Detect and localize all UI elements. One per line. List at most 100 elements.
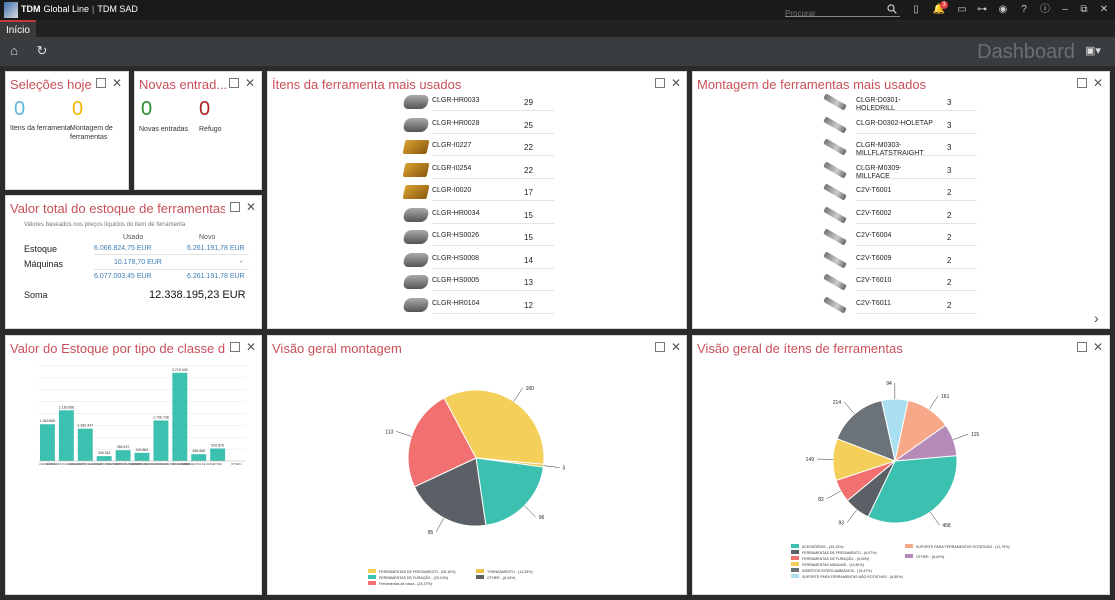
list-item-name[interactable]: C2V-T6011 — [856, 299, 891, 307]
pie-slice[interactable] — [475, 457, 544, 526]
tool-thumbnail-icon — [823, 273, 847, 291]
list-item-name[interactable]: CLGR-D0301-HOLEDRILL — [856, 97, 901, 112]
list-item-name[interactable]: CLGR-D0302-HOLETAP — [856, 119, 933, 127]
list-item-count: 2 — [947, 255, 952, 265]
list-item-name[interactable]: C2V-T6001 — [856, 187, 892, 194]
panel-visao-montagem: Visão geral montagem ✕ 160 3 96 95 113 FERRAM… — [267, 335, 687, 595]
legend-swatch — [368, 569, 376, 573]
close-icon[interactable]: ✕ — [246, 200, 257, 214]
list-item-name[interactable]: CLGR-M0309-MILLFACE — [856, 164, 902, 180]
bar[interactable] — [153, 420, 169, 461]
app-title: TDM Global Line | TDM SAD — [21, 4, 138, 14]
expand-icon[interactable] — [230, 340, 240, 354]
pie-slice[interactable] — [867, 455, 958, 524]
row-divider — [432, 200, 554, 201]
list-item-name[interactable]: CLGR-M0303-MILLFLATSTRAIGHT — [856, 142, 924, 157]
refresh-icon[interactable]: ↻ — [36, 43, 48, 58]
legend-swatch — [368, 575, 376, 579]
kpi-value: 0 — [141, 98, 153, 120]
leader-line — [930, 511, 940, 526]
close-icon[interactable]: ✕ — [1093, 76, 1104, 90]
list-item-name[interactable]: CLGR-I0020 — [432, 187, 472, 194]
list-item-name[interactable]: CLGR-HR0104 — [432, 299, 480, 307]
bar[interactable] — [191, 454, 207, 461]
bar[interactable] — [172, 372, 188, 461]
expand-icon[interactable] — [655, 76, 665, 90]
row-divider — [856, 312, 977, 314]
restore-icon[interactable]: ⧉ — [1080, 4, 1088, 15]
expand-icon[interactable] — [1077, 76, 1087, 90]
layout-menu-icon[interactable]: ▣▾ — [1085, 45, 1101, 57]
pie-slice[interactable] — [893, 424, 958, 462]
list-item-count: 12 — [524, 300, 533, 310]
bar[interactable] — [77, 428, 93, 461]
bar[interactable] — [210, 448, 226, 461]
close-icon[interactable]: ✕ — [245, 76, 256, 90]
search-box[interactable] — [785, 3, 900, 20]
list-item-name[interactable]: CLGR-HR0028 — [432, 119, 480, 127]
tool-thumbnail-icon — [402, 252, 430, 267]
tool-thumbnail-icon — [823, 93, 847, 111]
list-item-name[interactable]: CLGR-HS0026 — [432, 232, 480, 239]
close-icon[interactable]: ✕ — [671, 340, 682, 354]
close-icon[interactable]: ✕ — [112, 76, 123, 90]
list-item-name[interactable]: C2V-T6004 — [856, 232, 892, 239]
notification-badge: 3 — [940, 1, 948, 9]
pie-slice[interactable] — [413, 457, 487, 527]
leader-line — [543, 465, 560, 468]
bar[interactable] — [58, 410, 74, 461]
user-icon[interactable]: ◉ — [998, 4, 1008, 15]
row-divider — [856, 200, 977, 201]
leader-line — [524, 505, 536, 518]
bar[interactable] — [96, 456, 112, 461]
next-page-arrow-icon[interactable]: › — [1094, 310, 1099, 326]
share-icon[interactable]: ⊶ — [977, 4, 987, 15]
search-icon[interactable] — [887, 4, 897, 14]
pie-slice[interactable] — [407, 397, 477, 488]
chat-icon[interactable]: ▭ — [957, 4, 967, 15]
tick-label: ACESSÓRIOS — [39, 463, 56, 466]
list-item-name[interactable]: C2V-T6009 — [856, 254, 892, 262]
legend-swatch — [905, 554, 913, 558]
expand-icon[interactable] — [229, 76, 239, 90]
close-icon[interactable]: ✕ — [1093, 340, 1104, 354]
kpi-label: Refugo — [199, 126, 222, 133]
panel-title: Valor total do estoque de ferramentas — [10, 201, 225, 216]
tab-inicio[interactable]: Início — [0, 20, 36, 37]
list-item-count: 29 — [524, 98, 533, 107]
info-icon[interactable]: ⓘ — [1040, 4, 1050, 15]
close-icon[interactable]: ✕ — [246, 340, 257, 354]
expand-icon[interactable] — [655, 340, 665, 354]
list-item-name[interactable]: CLGR-HR0034 — [432, 209, 480, 217]
list-item-name[interactable]: CLGR-I0254 — [432, 164, 472, 172]
list-item-name[interactable]: C2V-T6010 — [856, 277, 892, 284]
list-item-name[interactable]: CLGR-HS0005 — [432, 277, 480, 284]
bar[interactable] — [115, 450, 131, 461]
expand-icon[interactable] — [230, 200, 240, 214]
close-window-icon[interactable]: ✕ — [1099, 4, 1109, 15]
home-icon[interactable]: ⌂ — [10, 43, 18, 58]
panel-title: Novas entrad... — [139, 77, 227, 92]
expand-icon[interactable] — [1077, 340, 1087, 354]
bar[interactable] — [134, 452, 150, 461]
pie-chart-montagem: 160 3 96 95 113 FERRAMENTAS DE FRESAMENTO - (… — [368, 386, 565, 586]
search-input[interactable] — [785, 7, 880, 20]
list-item-name[interactable]: CLGR-HS0008 — [432, 254, 480, 262]
list-item-name[interactable]: CLGR-I0227 — [432, 142, 472, 149]
list-item-count: 2 — [947, 210, 952, 220]
panel-valor-total: Valor total do estoque de ferramentas ✕ … — [5, 195, 262, 329]
expand-icon[interactable] — [96, 76, 106, 90]
data-label: 345.864 — [136, 448, 149, 452]
bell-icon[interactable]: 🔔 3 — [932, 1, 948, 17]
module-name: TDM SAD — [97, 4, 138, 14]
clipboard-icon[interactable]: ▯ — [913, 4, 919, 15]
row-divider — [432, 222, 554, 224]
list-item-name[interactable]: C2V-T6002 — [856, 209, 892, 217]
list-item-name[interactable]: CLGR-HR0033 — [432, 97, 480, 104]
minimize-icon[interactable]: – — [1062, 4, 1068, 15]
panel-novas-entradas: Novas entrad... ✕ 0 Novas entradas 0 Ref… — [134, 71, 262, 190]
bar[interactable] — [40, 424, 55, 461]
close-icon[interactable]: ✕ — [671, 76, 682, 90]
help-icon[interactable]: ? — [1021, 4, 1027, 15]
